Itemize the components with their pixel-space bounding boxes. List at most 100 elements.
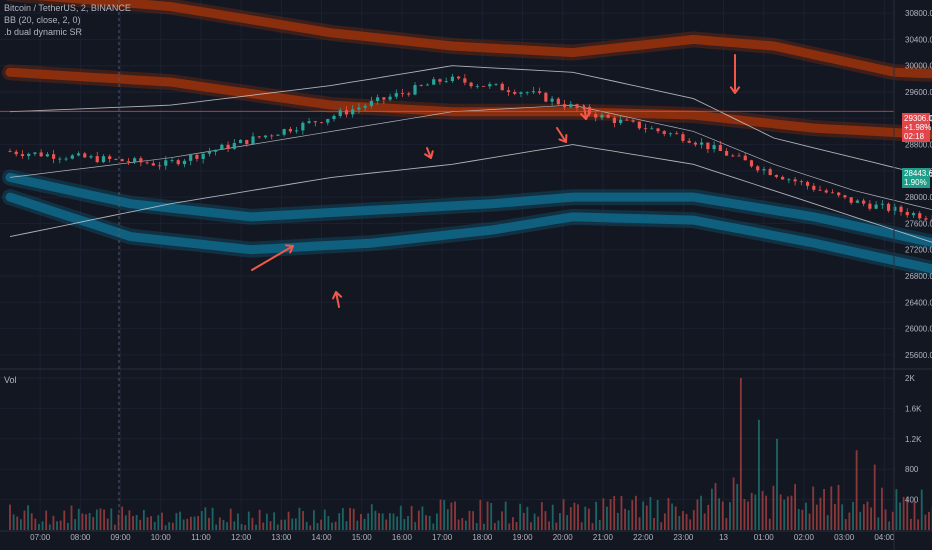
volume-bar — [204, 507, 207, 530]
volume-bar — [392, 513, 395, 530]
candle-body — [170, 160, 174, 162]
volume-bar — [508, 523, 511, 530]
volume-bar — [410, 505, 413, 530]
volume-bar — [262, 522, 265, 530]
volume-bar — [16, 516, 19, 530]
volume-bar — [501, 511, 503, 530]
candle-body — [182, 160, 187, 165]
volume-bar — [88, 513, 91, 530]
volume-bar — [725, 518, 728, 530]
candle-body — [749, 160, 754, 167]
volume-bar — [385, 519, 388, 530]
volume-bar — [403, 518, 406, 530]
volume-bar — [334, 521, 337, 530]
volume-bar — [776, 438, 778, 530]
candle-body — [195, 154, 199, 159]
price-tick-label: 28000.00 — [905, 193, 932, 202]
candle-body — [114, 158, 118, 160]
volume-bar — [772, 485, 775, 530]
volume-bar — [9, 504, 11, 530]
volume-bar — [779, 494, 782, 530]
volume-bar — [522, 512, 525, 530]
volume-bar — [783, 499, 786, 530]
volume-bar — [815, 504, 818, 530]
volume-bar — [512, 517, 514, 530]
volume-bar — [902, 496, 905, 530]
upper-band-outer — [34, 0, 932, 79]
volume-bar — [211, 507, 214, 530]
volume-bar — [298, 507, 301, 530]
close-price-value: 28443.64 — [904, 169, 932, 178]
volume-bar — [710, 488, 713, 530]
volume-bar — [258, 509, 261, 530]
volume-bar — [19, 519, 22, 530]
volume-bar — [580, 522, 583, 530]
volume-bar — [381, 513, 384, 530]
volume-bar — [345, 521, 348, 530]
volume-bar — [12, 514, 15, 530]
volume-bar — [718, 498, 721, 530]
volume-bar — [251, 517, 254, 530]
volume-bar — [407, 516, 409, 530]
volume-bar — [103, 509, 105, 530]
volume-bar — [819, 497, 822, 530]
volume-bar — [255, 524, 257, 530]
volume-bar — [428, 515, 431, 530]
volume-bar — [530, 522, 532, 530]
annotation-arrow-head — [424, 150, 434, 159]
volume-bar — [631, 500, 634, 530]
volume-bar — [881, 487, 883, 530]
volume-bar — [483, 523, 485, 530]
volume-bar — [349, 507, 351, 530]
candle-body — [338, 110, 342, 116]
time-tick-label: 14:00 — [312, 533, 333, 542]
candle-body — [27, 153, 31, 156]
annotation-arrow-shaft — [335, 291, 340, 308]
sr-indicator-legend[interactable]: .b dual dynamic SR — [4, 27, 83, 37]
volume-bar — [729, 502, 731, 530]
volume-bar — [48, 524, 51, 530]
candle-body — [20, 154, 25, 156]
volume-bar — [124, 515, 127, 530]
candle-body — [120, 159, 124, 162]
candle-body — [295, 130, 299, 132]
volume-bar — [548, 521, 550, 530]
volume-bar — [247, 511, 250, 530]
volume-bar — [276, 524, 279, 530]
candle-body — [793, 179, 797, 182]
volume-bar — [63, 510, 66, 530]
candle-body — [238, 139, 243, 144]
volume-bar — [280, 519, 283, 530]
candle-body — [8, 151, 12, 152]
volume-bar — [309, 525, 312, 530]
candle-body — [301, 122, 305, 131]
candle-body — [344, 110, 349, 115]
volume-bar — [928, 511, 930, 530]
candle-body — [95, 156, 99, 163]
bb-indicator-legend[interactable]: BB (20, close, 2, 0) — [4, 15, 81, 25]
price-tick-label: 26400.00 — [905, 298, 932, 307]
volume-bar — [703, 513, 706, 530]
volume-bar — [27, 505, 29, 530]
volume-bar — [859, 511, 862, 530]
candle-body — [14, 151, 18, 155]
symbol-legend[interactable]: Bitcoin / TetherUS, 2, BINANCE — [4, 3, 131, 13]
volume-bar — [837, 484, 840, 530]
volume-bar — [399, 505, 402, 530]
candle-body — [606, 114, 610, 118]
volume-bar — [754, 494, 757, 530]
volume-bar — [584, 506, 587, 530]
volume-bar — [432, 523, 435, 530]
candle-body — [556, 98, 560, 105]
candle-body — [531, 91, 536, 93]
volume-bar — [179, 511, 181, 530]
volume-bar — [559, 513, 561, 530]
candle-body — [619, 119, 623, 123]
volume-legend[interactable]: Vol — [4, 375, 17, 385]
volume-bar — [294, 518, 297, 530]
volume-bar — [638, 517, 641, 530]
volume-bar — [682, 511, 684, 530]
volume-bar — [323, 509, 326, 530]
candle-body — [251, 136, 255, 145]
